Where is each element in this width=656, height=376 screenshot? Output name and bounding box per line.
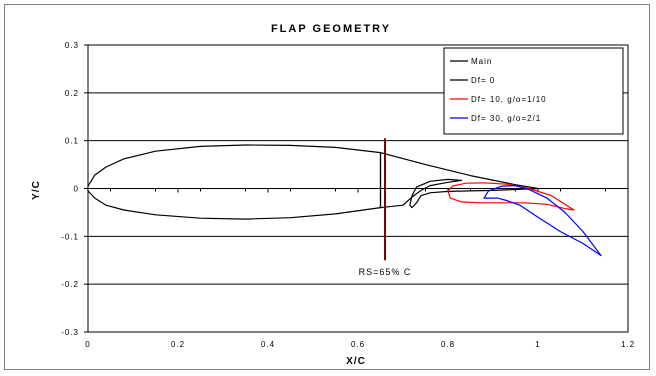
series-line: [379, 152, 539, 209]
axis-ticks: 0.3 0.2 0.1 0 -0.1 -0.2 -0.3 0 0.2 0.4 0.6 0.8 1 1.2: [61, 41, 635, 349]
legend-label: Df= 30, g/o=2/1: [471, 114, 541, 123]
legend-label: Df= 0: [471, 76, 495, 85]
y-tick-label: 0.3: [65, 41, 79, 50]
series-layer: [87, 144, 602, 257]
chart-frame: FLAP GEOMETRY 0.3 0.2 0.1 0 -0.1 -0.2 -0.3 0 0.2…: [4, 4, 650, 370]
legend: Main Df= 0 Df= 10, g/o=1/10 Df= 30, g/o=2/1: [443, 47, 624, 135]
y-tick-label: 0.1: [65, 137, 79, 146]
x-tick-label: 0.8: [441, 340, 455, 349]
legend-box: [443, 47, 624, 135]
series-line: [447, 182, 575, 211]
x-tick-label: 0.2: [171, 340, 185, 349]
y-tick-label: -0.2: [61, 280, 79, 289]
y-tick-label: 0.2: [65, 89, 79, 98]
y-tick-label: 0: [74, 185, 79, 194]
y-tick-label: -0.3: [61, 328, 79, 337]
x-tick-label: 1: [535, 340, 540, 349]
x-tick-label: 0.6: [351, 340, 365, 349]
x-tick-label: 1.2: [621, 340, 635, 349]
legend-label: Main: [471, 57, 492, 66]
legend-label: Df= 10, g/o=1/10: [471, 95, 547, 104]
rear-spar-label: RS=65% C: [359, 267, 412, 277]
x-axis-title: X/C: [346, 356, 366, 367]
x-tick-label: 0.4: [261, 340, 275, 349]
series-line: [87, 144, 382, 220]
x-tick-label: 0: [85, 340, 90, 349]
chart-title: FLAP GEOMETRY: [271, 23, 391, 35]
series-line: [483, 185, 602, 257]
y-tick-label: -0.1: [61, 232, 79, 241]
chart-canvas: FLAP GEOMETRY 0.3 0.2 0.1 0 -0.1 -0.2 -0.3 0 0.2…: [31, 23, 635, 367]
y-axis-title: Y/C: [31, 180, 42, 200]
annotation-layer: RS=65% C: [359, 138, 412, 277]
